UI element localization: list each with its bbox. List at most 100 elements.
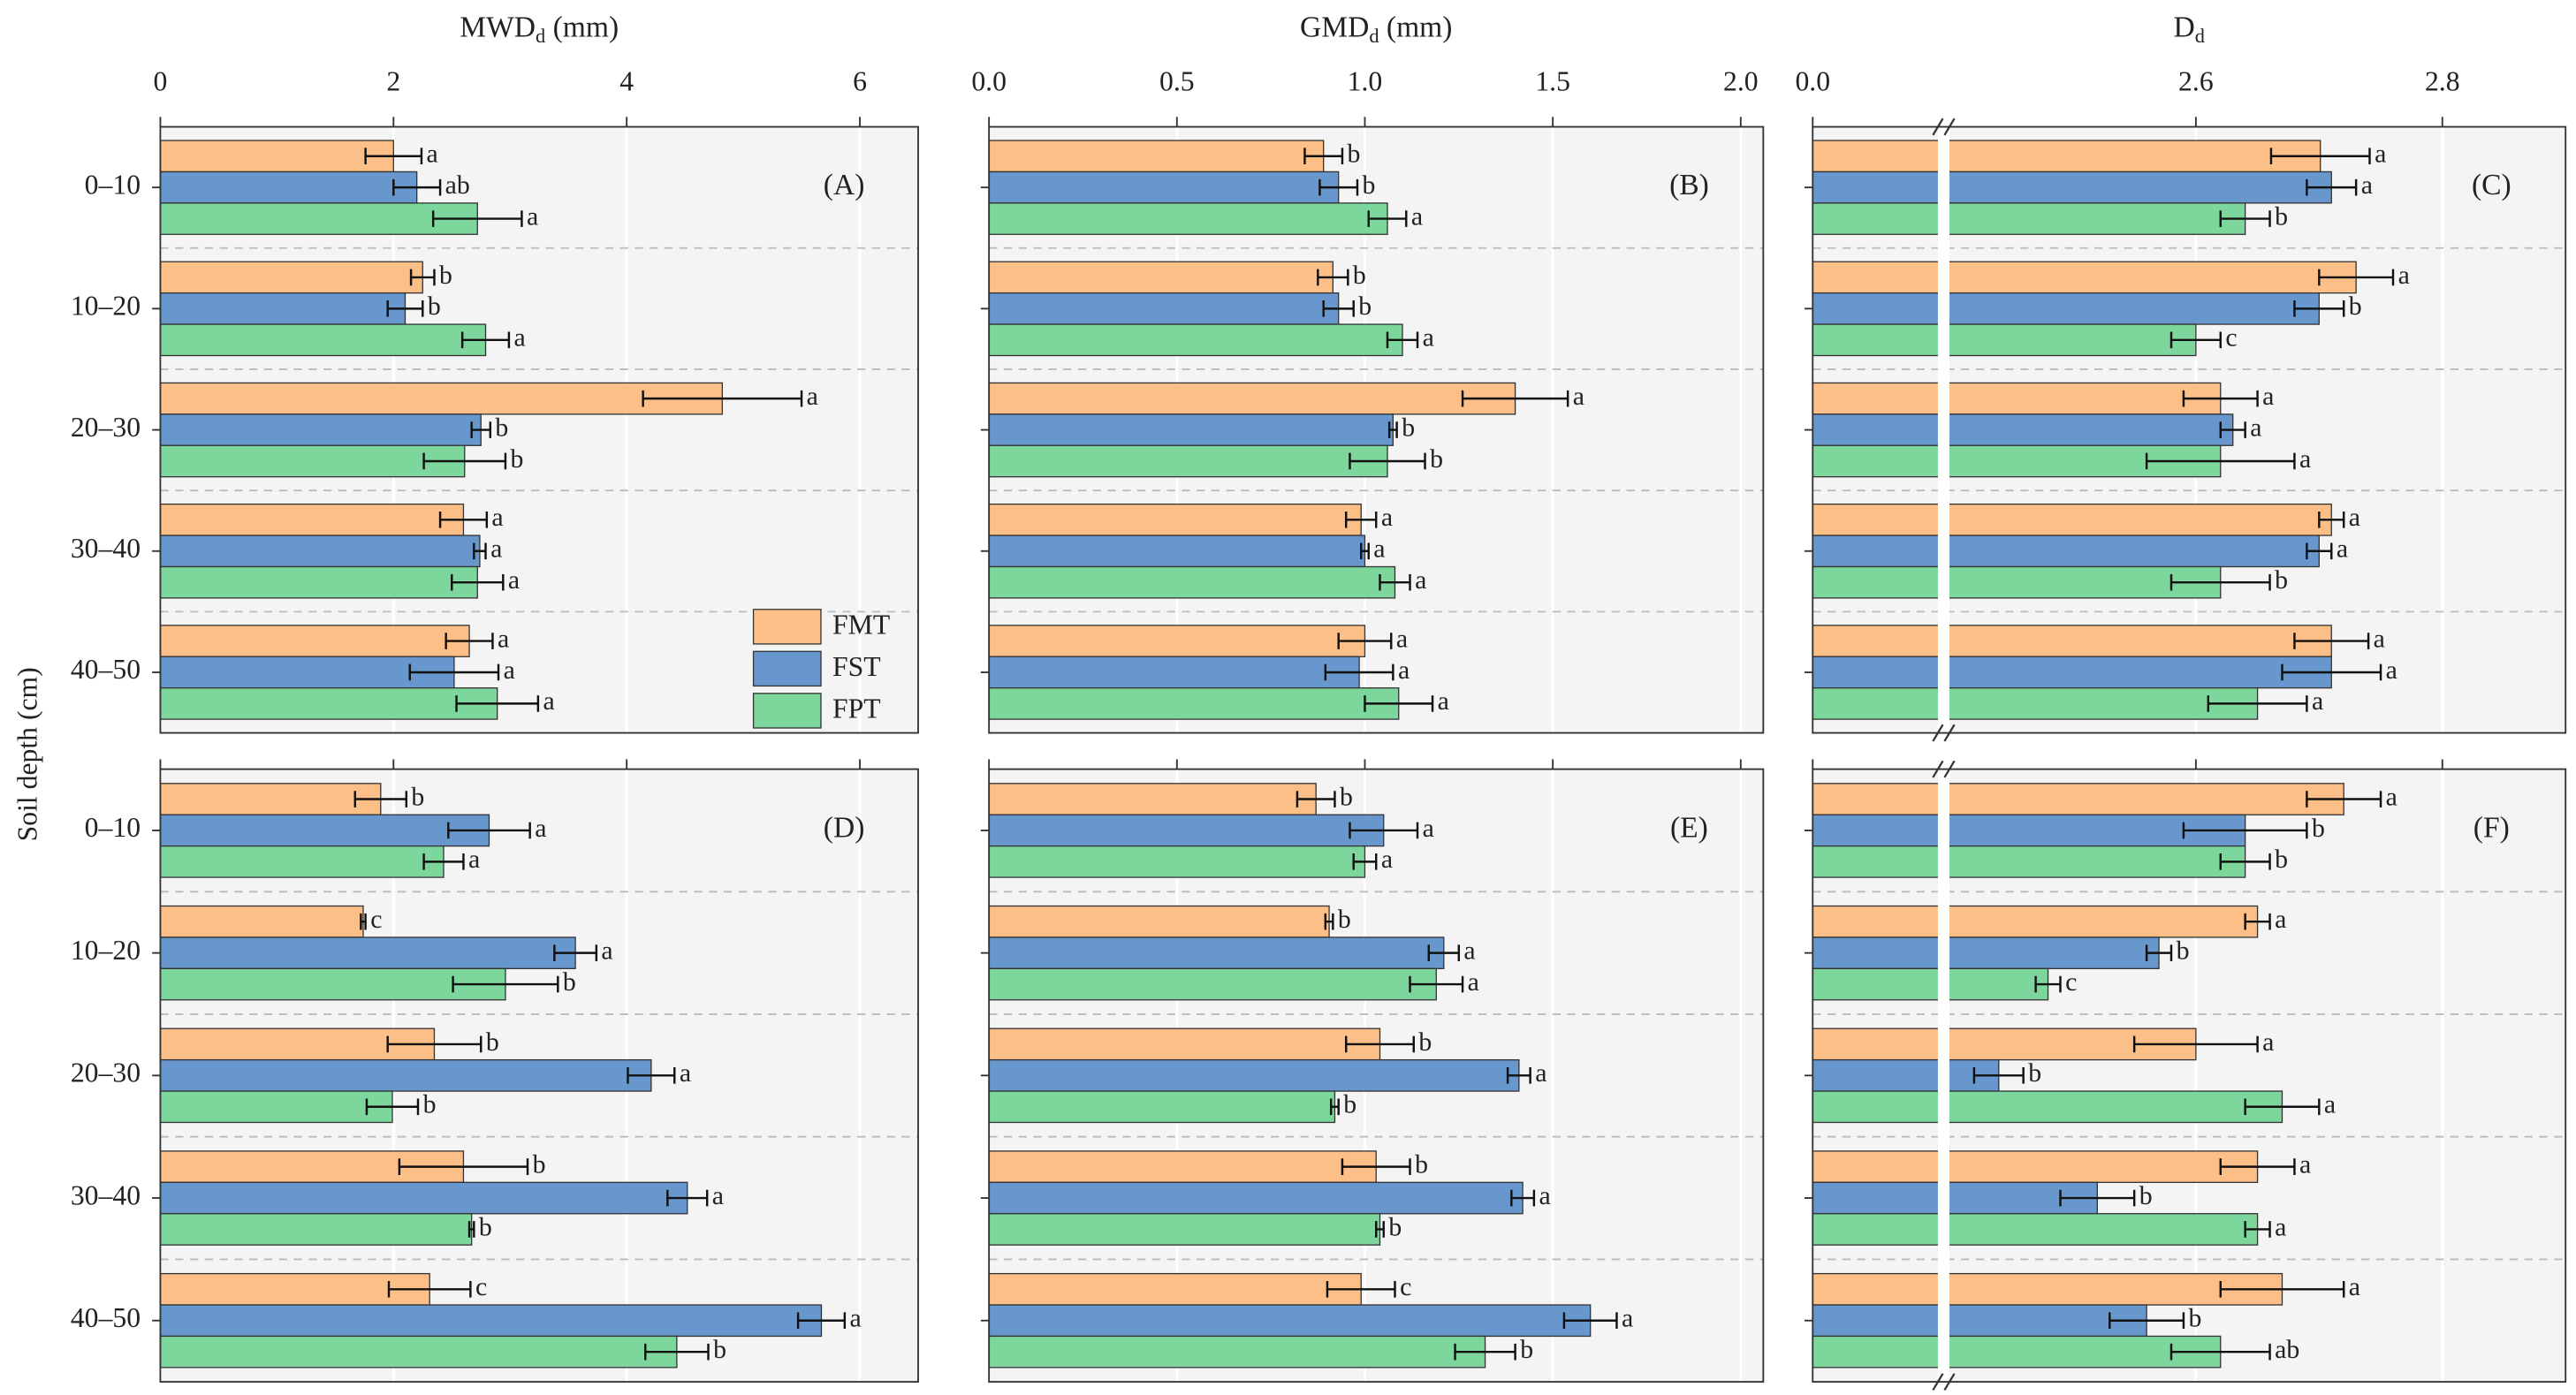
bar — [159, 1058, 652, 1092]
error-bar — [1329, 1098, 1340, 1116]
x-tick-label: 2.0 — [1723, 65, 1759, 96]
error-bar — [2219, 421, 2246, 438]
significance-letter: a — [2386, 656, 2397, 685]
bar — [159, 1335, 678, 1368]
bar — [988, 967, 1437, 1001]
error-bar — [627, 1067, 676, 1084]
significance-letter: b — [2275, 201, 2288, 231]
y-tick-label: 30–40 — [71, 1179, 141, 1210]
significance-letter: b — [411, 782, 424, 811]
error-bar — [473, 542, 487, 560]
significance-letter: a — [513, 323, 525, 353]
error-bar — [1317, 269, 1349, 286]
bar — [159, 444, 466, 478]
significance-letter: b — [1520, 1335, 1533, 1364]
error-bar — [445, 633, 494, 649]
error-bar — [2182, 390, 2259, 407]
bar — [1812, 1213, 2259, 1246]
significance-letter: b — [2349, 292, 2362, 321]
x-axis-label-part: GMD — [1300, 11, 1369, 43]
bar — [1812, 1181, 2098, 1215]
bar — [1812, 565, 2222, 599]
error-bar — [2306, 178, 2358, 196]
bar — [159, 503, 465, 536]
significance-letter: b — [1388, 1212, 1402, 1241]
panel-label: (A) — [824, 169, 865, 201]
significance-letter: a — [2312, 686, 2323, 716]
y-tick-label: 20–30 — [71, 412, 141, 443]
significance-letter: b — [2275, 565, 2288, 595]
error-bar — [408, 663, 500, 681]
error-bar — [467, 1221, 475, 1238]
significance-letter: a — [1411, 201, 1423, 231]
bar — [988, 1272, 1362, 1306]
bar — [1812, 1272, 2283, 1306]
error-bar — [392, 178, 442, 196]
plot-frame — [159, 125, 919, 734]
significance-letter: a — [504, 656, 515, 685]
x-axis-label-part: d — [2195, 25, 2205, 47]
significance-letter: a — [1398, 656, 1410, 685]
legend-label: FST — [832, 651, 881, 682]
error-bar — [2145, 944, 2173, 961]
significance-letter: a — [2299, 1149, 2311, 1179]
bar — [159, 292, 407, 325]
significance-letter: a — [1381, 845, 1393, 874]
significance-letter: a — [543, 686, 554, 716]
error-bar — [553, 944, 598, 961]
bar — [1812, 967, 2049, 1001]
x-tick-label: 0 — [154, 65, 168, 96]
significance-letter: b — [563, 967, 576, 997]
y-tick-label: 0–10 — [85, 812, 141, 843]
significance-letter: b — [479, 1212, 492, 1241]
error-bar — [2244, 1221, 2271, 1238]
error-bar — [387, 1280, 472, 1298]
significance-letter: a — [1573, 382, 1584, 411]
error-bar — [365, 1098, 420, 1116]
panel-label: (B) — [1669, 169, 1709, 201]
error-bar — [2269, 148, 2371, 165]
significance-letter: a — [2299, 444, 2311, 474]
bar — [159, 202, 478, 235]
x-tick-label: 4 — [619, 65, 634, 96]
significance-letter: a — [2375, 140, 2386, 169]
bar — [988, 1213, 1381, 1246]
legend-label: FPT — [832, 694, 881, 724]
significance-letter: b — [713, 1335, 726, 1364]
error-bar — [422, 853, 465, 870]
bar — [988, 814, 1385, 847]
significance-letter: a — [1622, 1304, 1633, 1333]
error-bar — [2306, 542, 2333, 560]
error-bar — [2318, 512, 2345, 528]
error-bar — [409, 269, 436, 286]
bar — [988, 413, 1394, 446]
significance-letter: b — [1358, 292, 1372, 321]
significance-letter: a — [2361, 171, 2373, 200]
error-bar — [1409, 975, 1464, 993]
significance-letter: a — [527, 201, 538, 231]
error-bar — [2059, 1189, 2136, 1207]
significance-letter: a — [1381, 503, 1393, 532]
error-bar — [452, 975, 559, 993]
significance-letter: a — [712, 1181, 724, 1210]
significance-letter: b — [486, 1027, 499, 1057]
bar — [159, 967, 506, 1001]
error-bar — [360, 913, 367, 930]
bar — [988, 687, 1400, 720]
error-bar — [1375, 1221, 1385, 1238]
error-bar — [666, 1189, 709, 1207]
significance-letter: b — [495, 413, 508, 442]
x-tick-label: 0.5 — [1159, 65, 1195, 96]
bar — [1812, 656, 2332, 689]
x-axis-label-part: (mm) — [545, 11, 619, 43]
panel-label: (D) — [824, 812, 865, 845]
bar — [159, 565, 478, 599]
error-bar — [451, 573, 505, 591]
error-bar — [1510, 1189, 1536, 1207]
significance-letter: a — [1415, 565, 1426, 595]
y-tick-label: 30–40 — [71, 533, 141, 564]
bar — [159, 1272, 430, 1306]
significance-letter: a — [1535, 1058, 1546, 1088]
significance-letter: ab — [445, 171, 470, 200]
bar — [159, 382, 723, 415]
